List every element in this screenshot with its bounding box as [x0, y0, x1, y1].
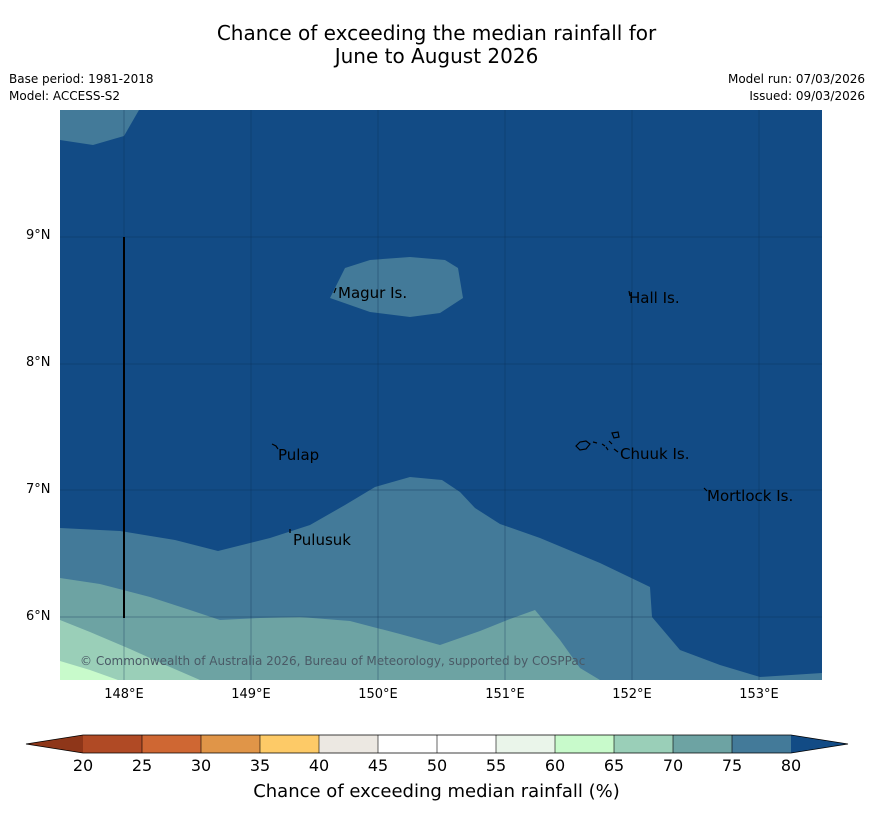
model-name: Model: ACCESS-S2 [9, 89, 121, 103]
model-run: Model run: 07/03/2026 [727, 72, 865, 86]
y-tick-6n: 6°N [26, 609, 51, 624]
hall-outline [628, 290, 631, 297]
magur-outline [333, 287, 337, 294]
label-magur: Magur Is. [338, 284, 407, 302]
meta-right: Model run: 07/03/2026 Issued: 09/03/2026 [728, 71, 865, 105]
pulap-outline [271, 443, 279, 450]
colorbar-bin-30-35 [201, 735, 260, 753]
label-pulap: Pulap [278, 446, 319, 464]
colorbar [25, 734, 849, 754]
island-outlines [271, 287, 708, 533]
colorbar-label: Chance of exceeding median rainfall (%) [253, 781, 620, 802]
zone-65 [60, 620, 200, 680]
cb-tick-45: 45 [367, 756, 389, 775]
cb-tick-70: 70 [662, 756, 684, 775]
zone-75-topleft [60, 110, 139, 145]
base-period: Base period: 1981-2018 [9, 72, 154, 86]
colorbar-bin-55-60 [496, 735, 555, 753]
zone-70 [60, 578, 600, 680]
meta-left: Base period: 1981-2018 Model: ACCESS-S2 [9, 71, 154, 105]
label-hall: Hall Is. [629, 289, 680, 307]
label-chuuk: Chuuk Is. [620, 445, 689, 463]
y-tick-8n: 8°N [26, 355, 51, 370]
x-tick-153e: 153°E [739, 687, 779, 702]
colorbar-bin-50-55 [437, 735, 496, 753]
colorbar-bin-70-75 [673, 735, 732, 753]
cb-tick-35: 35 [249, 756, 271, 775]
zone-60 [60, 661, 118, 680]
colorbar-bin-20-25 [83, 735, 142, 753]
issued-date: Issued: 09/03/2026 [749, 89, 865, 103]
colorbar-bin-75-80 [732, 735, 791, 753]
x-tick-148e: 148°E [104, 687, 144, 702]
map-title: Chance of exceeding the median rainfall … [0, 22, 873, 68]
colorbar-over-triangle [791, 735, 848, 753]
colorbar-outline [25, 734, 849, 754]
colorbar-bin-60-65 [555, 735, 614, 753]
cb-tick-20: 20 [72, 756, 94, 775]
cb-tick-50: 50 [426, 756, 448, 775]
mortlock-outline [703, 487, 708, 492]
y-tick-9n: 9°N [26, 228, 51, 243]
x-tick-152e: 152°E [612, 687, 652, 702]
zone-75-magur [330, 257, 463, 317]
x-tick-151e: 151°E [485, 687, 525, 702]
place-labels: Magur Is. Hall Is. Pulap Chuuk Is. Mortl… [278, 284, 793, 549]
x-tick-150e: 150°E [358, 687, 398, 702]
label-pulusuk: Pulusuk [293, 531, 351, 549]
copyright-notice: © Commonwealth of Australia 2026, Bureau… [80, 654, 585, 668]
colorbar-bin-40-45 [319, 735, 378, 753]
colorbar-bin-45-50 [378, 735, 437, 753]
cb-tick-60: 60 [544, 756, 566, 775]
cb-tick-40: 40 [308, 756, 330, 775]
x-tick-149e: 149°E [231, 687, 271, 702]
y-tick-7n: 7°N [26, 482, 51, 497]
label-mortlock: Mortlock Is. [707, 487, 793, 505]
colorbar-bin-25-30 [142, 735, 201, 753]
cb-tick-55: 55 [485, 756, 507, 775]
colorbar-bin-65-70 [614, 735, 673, 753]
colorbar-under-triangle [26, 735, 83, 753]
colorbar-bin-35-40 [260, 735, 319, 753]
chuuk-outline [575, 431, 620, 453]
cb-tick-30: 30 [190, 756, 212, 775]
cb-tick-75: 75 [721, 756, 743, 775]
cb-tick-65: 65 [603, 756, 625, 775]
cb-tick-80: 80 [780, 756, 802, 775]
title-line-1: Chance of exceeding the median rainfall … [216, 21, 657, 45]
cb-tick-25: 25 [131, 756, 153, 775]
title-line-2: June to August 2026 [334, 44, 539, 68]
